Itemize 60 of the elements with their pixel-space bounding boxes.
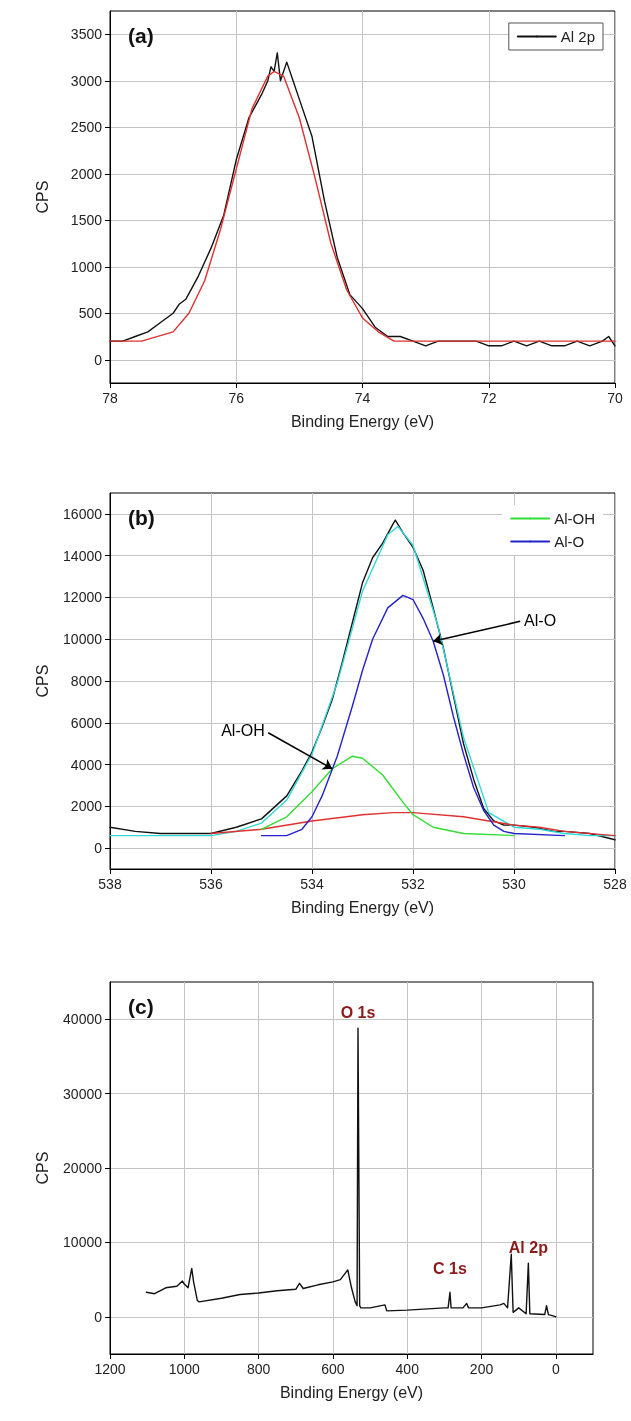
x-tick-label: 532 (401, 876, 425, 892)
y-tick-label: 40000 (63, 1011, 103, 1028)
y-tick-label: 2000 (70, 798, 103, 815)
x-tick-label: 400 (395, 1361, 420, 1377)
x-tick-label: 74 (354, 390, 371, 406)
y-tick-label: 14000 (63, 547, 103, 564)
y-tick-label: 1500 (70, 212, 103, 229)
y-tick-label: 3500 (70, 26, 103, 43)
x-tick-label: 1200 (94, 1361, 126, 1377)
y-tick-label: 4000 (70, 756, 103, 773)
x-tick-label: 528 (603, 876, 627, 892)
y-tick-label: 3000 (70, 72, 103, 89)
annotation: Al 2p (508, 1238, 549, 1256)
legend-label: Al 2p (560, 28, 596, 45)
x-tick-label: 536 (199, 876, 223, 892)
y-tick-label: 30000 (63, 1085, 103, 1102)
x-tick-label: 72 (480, 390, 497, 406)
y-tick-label: 16000 (63, 505, 103, 522)
x-tick-label: 800 (246, 1361, 271, 1377)
annotation: Al-O (524, 611, 557, 629)
y-axis-title: CPS (33, 664, 51, 698)
y-tick-label: 0 (94, 1308, 103, 1325)
x-tick-label: 538 (98, 876, 122, 892)
line-series (210, 811, 616, 837)
annotation: Al-OH (221, 722, 265, 740)
annotation: (c) (128, 995, 154, 1018)
y-tick-label: 2000 (70, 165, 103, 182)
annotation: (b) (128, 506, 155, 529)
y-axis-title: CPS (33, 1151, 51, 1185)
y-tick-label: 10000 (63, 631, 103, 648)
annotation: (a) (128, 24, 154, 47)
y-tick-label: 6000 (70, 714, 103, 731)
annotation: O 1s (340, 1003, 376, 1021)
y-axis-title: CPS (33, 180, 51, 214)
line-series (260, 755, 515, 837)
x-tick-label: 530 (502, 876, 526, 892)
y-tick-label: 1000 (70, 258, 103, 275)
x-tick-label: 0 (551, 1361, 560, 1377)
x-axis-title: Binding Energy (eV) (290, 898, 435, 916)
x-axis-title: Binding Energy (eV) (290, 412, 435, 430)
y-tick-label: 8000 (70, 673, 103, 689)
y-tick-label: 10000 (63, 1234, 103, 1251)
y-tick-label: 500 (78, 305, 103, 322)
x-tick-label: 200 (469, 1361, 494, 1377)
x-axis-title: Binding Energy (eV) (279, 1383, 424, 1401)
y-tick-label: 0 (94, 351, 103, 368)
annotation: C 1s (433, 1259, 467, 1277)
legend-label: Al-OH (554, 510, 596, 527)
y-tick-label: 2500 (70, 119, 103, 136)
legend-label: Al-O (554, 533, 585, 550)
x-tick-label: 600 (321, 1361, 345, 1377)
x-tick-label: 78 (102, 390, 118, 406)
y-tick-label: 20000 (63, 1160, 103, 1176)
x-tick-label: 1000 (168, 1361, 201, 1377)
y-tick-label: 0 (94, 840, 103, 857)
x-tick-label: 76 (228, 390, 245, 406)
x-tick-label: 534 (300, 876, 324, 892)
x-tick-label: 70 (607, 390, 623, 406)
line-series (145, 1027, 557, 1318)
y-tick-label: 12000 (63, 589, 103, 606)
